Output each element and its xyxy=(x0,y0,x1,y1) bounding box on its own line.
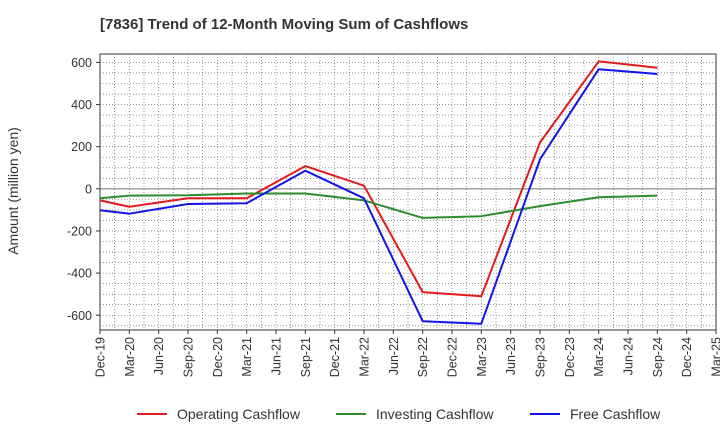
y-tick-label: 400 xyxy=(71,98,92,112)
x-tick-label: Sep-23 xyxy=(534,337,548,377)
legend-label-investing-cashflow: Investing Cashflow xyxy=(376,406,494,422)
legend-label-operating-cashflow: Operating Cashflow xyxy=(177,406,301,422)
x-tick-label: Jun-20 xyxy=(152,337,166,375)
x-tick-label: Mar-22 xyxy=(358,337,372,377)
y-tick-label: 200 xyxy=(71,140,92,154)
x-tick-label: Sep-20 xyxy=(182,337,196,377)
x-tick-label: Dec-19 xyxy=(94,337,108,377)
x-tick-label: Sep-24 xyxy=(651,337,665,377)
y-tick-label: -600 xyxy=(67,309,92,323)
x-tick-label: Jun-24 xyxy=(622,337,636,375)
x-tick-label: Jun-22 xyxy=(387,337,401,375)
y-tick-label: 600 xyxy=(71,56,92,70)
y-axis-title: Amount (million yen) xyxy=(5,127,21,255)
x-tick-label: Dec-21 xyxy=(328,337,342,377)
series-line-free-cashflow xyxy=(99,68,658,325)
x-tick-label: Dec-22 xyxy=(446,337,460,377)
x-tick-label: Jun-23 xyxy=(504,337,518,375)
x-tick-label: Mar-24 xyxy=(592,337,606,377)
legend-label-free-cashflow: Free Cashflow xyxy=(570,406,661,422)
series-line-operating-cashflow xyxy=(99,60,658,298)
chart-title: [7836] Trend of 12-Month Moving Sum of C… xyxy=(100,16,469,33)
y-tick-label: -200 xyxy=(67,224,92,238)
x-tick-label: Mar-25 xyxy=(710,337,720,377)
x-tick-label: Sep-21 xyxy=(299,337,313,377)
x-tick-label: Dec-20 xyxy=(211,337,225,377)
x-tick-label: Mar-21 xyxy=(240,337,254,377)
x-tick-label: Jun-21 xyxy=(270,337,284,375)
x-tick-label: Mar-23 xyxy=(475,337,489,377)
x-tick-label: Mar-20 xyxy=(123,337,137,377)
y-tick-label: 0 xyxy=(85,182,92,196)
x-tick-label: Dec-23 xyxy=(563,337,577,377)
x-tick-label: Sep-22 xyxy=(416,337,430,377)
x-tick-label: Dec-24 xyxy=(680,337,694,377)
y-tick-label: -400 xyxy=(67,267,92,281)
